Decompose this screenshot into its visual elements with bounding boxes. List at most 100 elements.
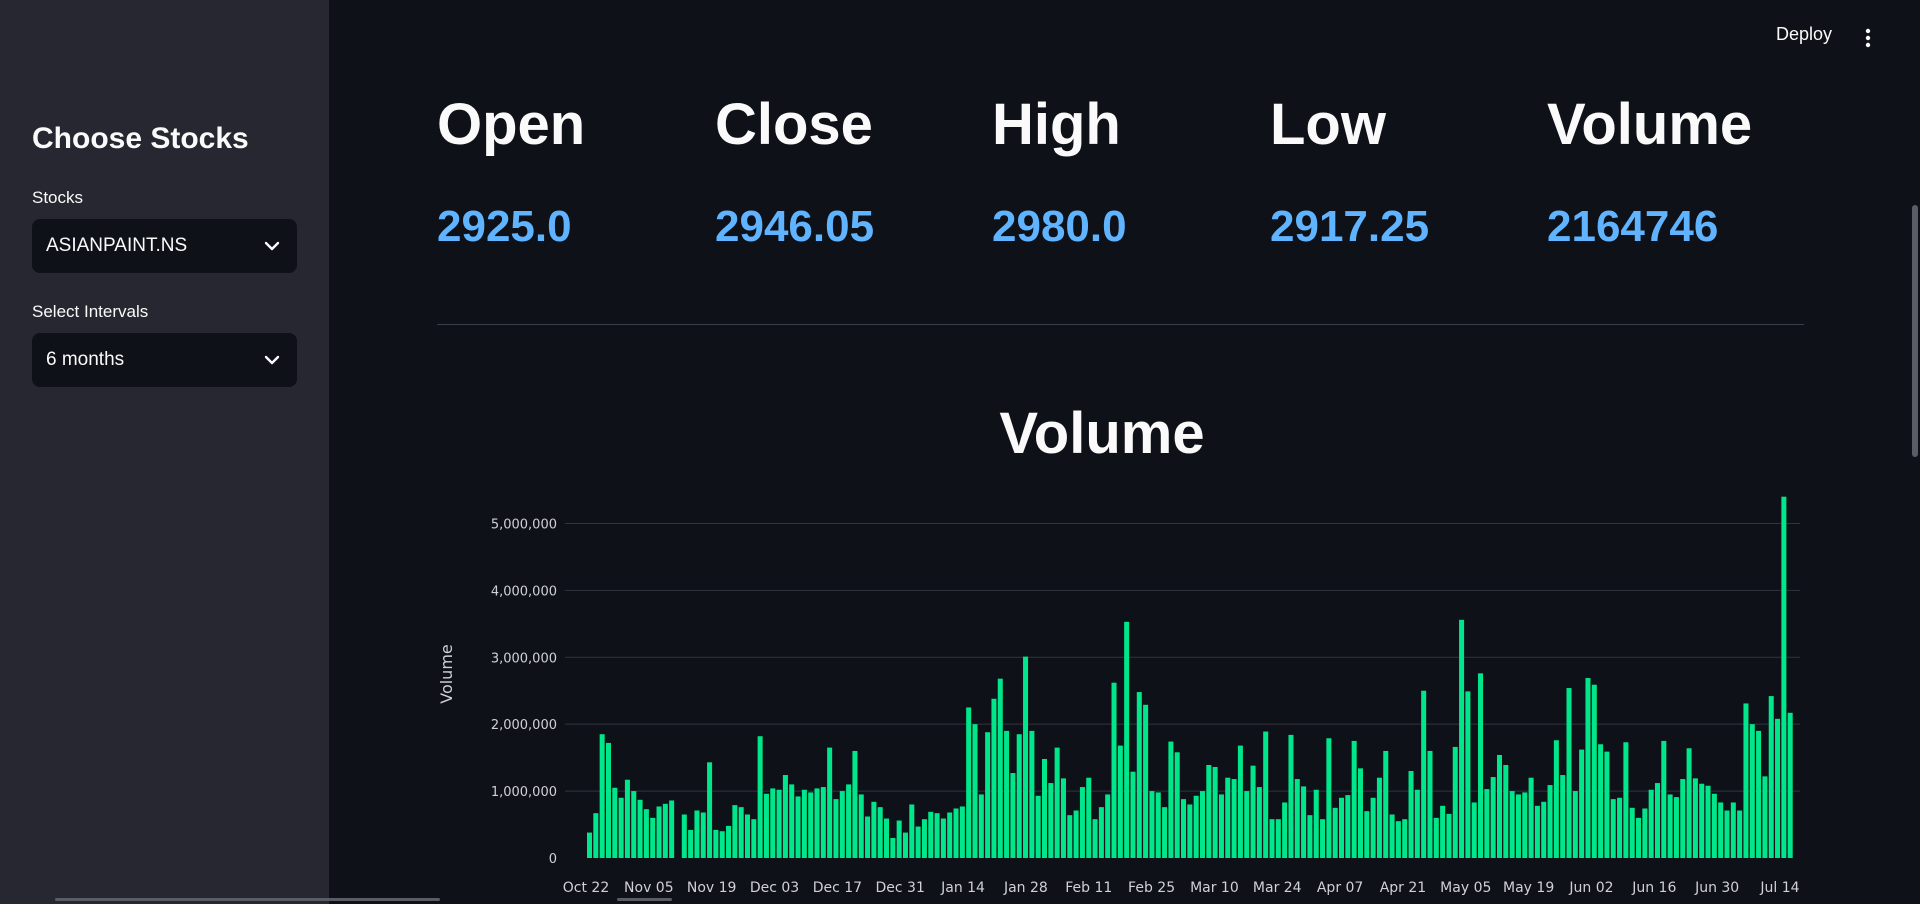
volume-bar [1098, 807, 1104, 858]
volume-bar [770, 788, 776, 858]
volume-bar [744, 814, 751, 858]
volume-bar [1162, 807, 1168, 858]
x-tick-label: Jun 02 [1568, 880, 1613, 896]
volume-bar [637, 799, 643, 858]
volume-bar [1212, 767, 1218, 858]
volume-bar [953, 808, 959, 858]
horizontal-scrollbar-thumb[interactable] [617, 898, 672, 901]
x-tick-label: Mar 10 [1190, 880, 1239, 896]
volume-bar [1459, 619, 1465, 858]
volume-bar [688, 829, 694, 858]
vertical-scrollbar[interactable] [1912, 205, 1918, 457]
volume-bar [1364, 811, 1370, 858]
volume-bar [738, 807, 744, 858]
volume-bar [694, 810, 700, 858]
x-tick-label: Jan 28 [1003, 880, 1048, 896]
volume-bar [928, 811, 934, 858]
volume-bar [1016, 734, 1022, 858]
metric-low: Low 2917.25 [1270, 90, 1429, 251]
volume-bar [801, 789, 807, 858]
volume-bar [1351, 740, 1357, 858]
volume-bar [1623, 742, 1629, 858]
volume-bar [1105, 794, 1111, 858]
volume-bar [1768, 696, 1774, 858]
volume-bar [909, 804, 915, 858]
volume-bar [1136, 692, 1142, 858]
volume-bar [1149, 791, 1155, 858]
volume-bar [890, 837, 896, 858]
volume-bar [1168, 741, 1174, 858]
kebab-menu-icon[interactable] [1860, 26, 1876, 50]
x-tick-label: Nov 05 [624, 880, 674, 896]
volume-bar [871, 801, 877, 858]
volume-bar [1541, 801, 1547, 858]
volume-bar [1730, 802, 1736, 858]
volume-bar [618, 797, 624, 858]
volume-bar [789, 784, 795, 858]
volume-bar [1004, 730, 1010, 858]
stocks-select-value: ASIANPAINT.NS [46, 235, 188, 256]
volume-bar [1054, 747, 1060, 858]
volume-bar [858, 794, 864, 858]
volume-bar [1446, 813, 1452, 858]
metric-value: 2980.0 [992, 202, 1127, 251]
volume-bar [896, 820, 902, 858]
volume-bar [972, 724, 978, 858]
interval-select[interactable]: 6 months [32, 333, 297, 387]
volume-bar [1465, 691, 1471, 858]
volume-bar [1408, 771, 1414, 858]
volume-bar [1181, 799, 1187, 858]
volume-bar [1686, 748, 1692, 858]
volume-bar [681, 814, 687, 858]
sidebar-title: Choose Stocks [32, 122, 249, 155]
volume-bar [827, 747, 833, 858]
volume-bar [1421, 690, 1427, 858]
volume-bar [1496, 754, 1503, 858]
horizontal-scrollbar[interactable] [55, 898, 440, 901]
stocks-select[interactable]: ASIANPAINT.NS [32, 219, 297, 273]
deploy-button[interactable]: Deploy [1776, 24, 1833, 44]
volume-bar [1737, 810, 1743, 858]
volume-bar [1282, 802, 1288, 858]
volume-bar [1218, 794, 1224, 858]
volume-bar [1534, 805, 1540, 858]
volume-bar [631, 791, 637, 858]
volume-bar [1484, 789, 1490, 858]
volume-bar [1073, 810, 1079, 858]
volume-bar [1187, 804, 1193, 858]
metric-high: High 2980.0 [992, 90, 1127, 251]
volume-bar [1010, 773, 1016, 858]
volume-bar [707, 762, 713, 858]
chevron-down-icon [261, 235, 283, 257]
volume-bar [795, 796, 801, 858]
volume-bar [947, 812, 953, 858]
volume-bar [1705, 785, 1711, 858]
volume-bar [884, 818, 890, 858]
x-tick-label: Mar 24 [1253, 880, 1302, 896]
volume-bar [1566, 688, 1572, 858]
volume-bar [1699, 783, 1705, 858]
volume-bar [751, 819, 757, 858]
y-tick-label: 5,000,000 [491, 517, 557, 532]
volume-bar [1636, 817, 1642, 858]
volume-bar [763, 793, 769, 858]
volume-bar [1680, 779, 1686, 858]
metric-open: Open 2925.0 [437, 90, 586, 251]
volume-bar [1775, 718, 1781, 858]
volume-bar [1383, 750, 1389, 858]
volume-bar [1553, 740, 1559, 858]
volume-bar [1307, 815, 1313, 858]
metric-label: Low [1270, 92, 1386, 157]
volume-bar [1023, 656, 1029, 858]
volume-bar [1547, 785, 1553, 858]
metric-label: Open [437, 92, 586, 157]
volume-bar [1143, 704, 1149, 858]
volume-bar [1673, 797, 1679, 858]
x-tick-label: May 19 [1503, 880, 1554, 896]
volume-bar [1225, 777, 1231, 858]
volume-bar [1124, 621, 1130, 858]
volume-bar [997, 678, 1003, 858]
volume-bar [1199, 791, 1205, 858]
volume-bar-chart[interactable]: 0 1,000,000 2,000,000 3,000,000 4,000,000 5,0… [420, 480, 1820, 904]
volume-bar [1294, 779, 1300, 858]
